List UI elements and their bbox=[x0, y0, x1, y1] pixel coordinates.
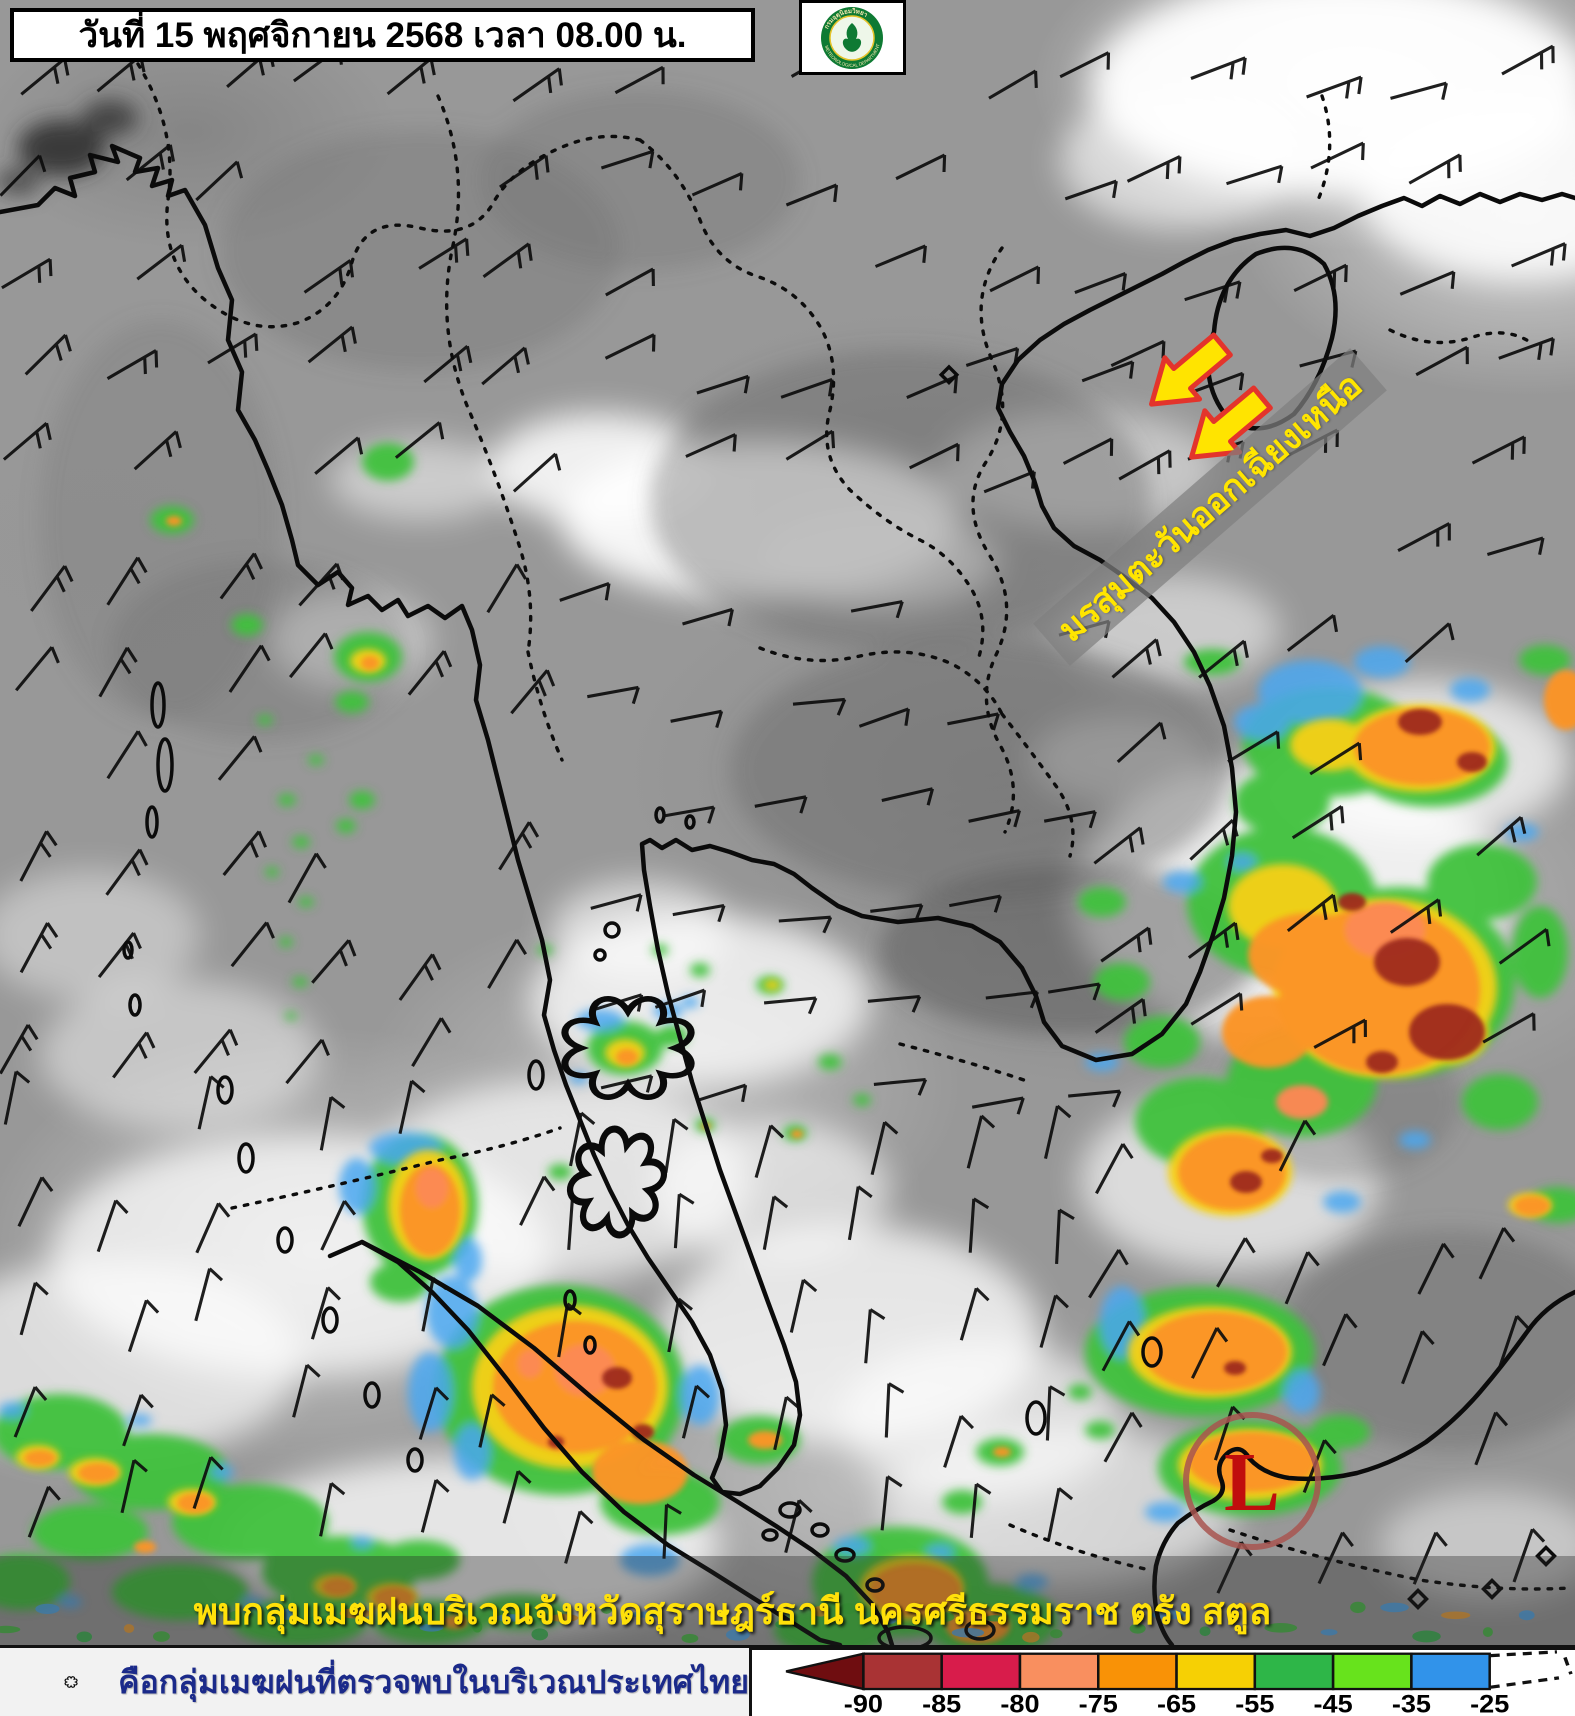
caption-text: พบกลุ่มเมฆฝนบริเวณจังหวัดสุราษฎร์ธานี นค… bbox=[193, 1591, 1272, 1632]
dark-cloud-layer bbox=[0, 90, 1575, 1450]
datetime-label: วันที่ 15 พฤศจิกายน 2568 เวลา 08.00 น. bbox=[78, 15, 687, 55]
map-canvas: L bbox=[0, 0, 1575, 1645]
rain-core-layer bbox=[548, 709, 1487, 1448]
svg-text:-85: -85 bbox=[922, 1689, 961, 1716]
svg-text:-75: -75 bbox=[1079, 1689, 1118, 1716]
satellite-map: L มรสุมตะวันออกเฉียงเหนือ พบกลุ่มเมฆฝนบร… bbox=[0, 0, 1575, 1645]
svg-text:-45: -45 bbox=[1314, 1689, 1353, 1716]
coastline-mainland bbox=[0, 143, 1575, 1497]
caption-band bbox=[0, 1556, 1575, 1645]
legend-note-box: คือกลุ่มเมฆฝนที่ตรวจพบในบริเวณประเทศไทย bbox=[0, 1648, 752, 1716]
coastline-sumatra-east bbox=[359, 1239, 895, 1645]
coastline-layer bbox=[0, 143, 1575, 1645]
coastline-sumatra-west bbox=[327, 1239, 843, 1645]
legend-bar: คือกลุ่มเมฆฝนที่ตรวจพบในบริเวณประเทศไทย … bbox=[0, 1645, 1575, 1716]
scale-segments bbox=[862, 1652, 1491, 1691]
caption: พบกลุ่มเมฆฝนบริเวณจังหวัดสุราษฎร์ธานี นค… bbox=[0, 1582, 1575, 1641]
svg-text:-80: -80 bbox=[1000, 1689, 1039, 1716]
low-symbol: L bbox=[1224, 1436, 1280, 1529]
cloud-outline-icon bbox=[65, 1676, 78, 1688]
svg-text:-35: -35 bbox=[1392, 1689, 1431, 1716]
scale-labels: -90 -85 -80 -75 -65 -55 -45 -35 -25 bbox=[844, 1689, 1509, 1716]
datetime-box: วันที่ 15 พฤศจิกายน 2568 เวลา 08.00 น. bbox=[10, 8, 755, 62]
low-pressure-marker: L bbox=[1183, 1412, 1321, 1550]
agency-logo-box: กรมอุตุนิยมวิทยา METEOROLOGICAL DEPARTME… bbox=[799, 0, 906, 75]
tmd-logo-icon: กรมอุตุนิยมวิทยา METEOROLOGICAL DEPARTME… bbox=[821, 7, 883, 69]
monsoon-arrow-group bbox=[1149, 332, 1273, 460]
svg-text:-90: -90 bbox=[844, 1689, 883, 1716]
svg-text:-65: -65 bbox=[1157, 1689, 1196, 1716]
legend-note-text: คือกลุ่มเมฆฝนที่ตรวจพบในบริเวณประเทศไทย bbox=[118, 1663, 749, 1700]
scale-dashed-extension bbox=[1490, 1650, 1573, 1689]
temperature-scale: -90 -85 -80 -75 -65 -55 -45 -35 -25 bbox=[785, 1650, 1573, 1716]
islands-layer bbox=[122, 364, 1557, 1645]
monsoon-arrow-icon bbox=[1149, 332, 1233, 407]
svg-text:-55: -55 bbox=[1235, 1689, 1274, 1716]
scale-arrow-icon bbox=[785, 1652, 865, 1691]
coastline-borneo bbox=[1152, 1289, 1575, 1645]
temperature-scale-box: -90 -85 -80 -75 -65 -55 -45 -35 -25 bbox=[752, 1648, 1575, 1716]
wind-barb-layer bbox=[0, 44, 1567, 1594]
monsoon-arrow-icon bbox=[1189, 385, 1273, 460]
svg-text:-25: -25 bbox=[1470, 1689, 1509, 1716]
coastline-hainan bbox=[1205, 245, 1338, 431]
